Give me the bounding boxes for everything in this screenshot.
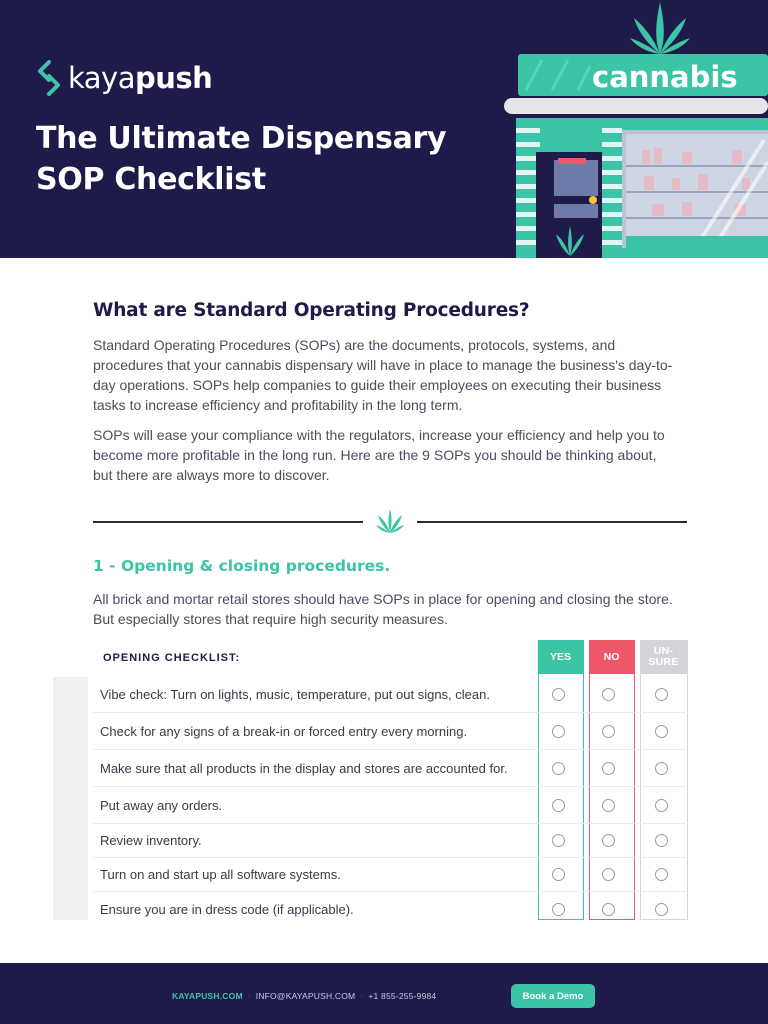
unsure-radio[interactable]: [655, 687, 668, 701]
unsure-radio[interactable]: [655, 798, 668, 812]
store-sign-text: cannabis: [592, 60, 738, 94]
no-radio[interactable]: [602, 868, 615, 881]
intro-paragraph-2: SOPs will ease your compliance with the …: [93, 427, 665, 483]
footer-phone[interactable]: +1 855-255-9984: [368, 991, 437, 1001]
unsure-radio[interactable]: [655, 902, 668, 916]
unsure-radio[interactable]: [655, 724, 668, 738]
unsure-column: UN- SURE: [639, 640, 688, 920]
no-radio[interactable]: [602, 798, 615, 812]
checklist-item-text: Turn on and start up all software system…: [100, 867, 341, 882]
title-line-1: The Ultimate Dispensary: [36, 121, 447, 156]
checklist-item-text: Vibe check: Turn on lights, music, tempe…: [100, 686, 490, 702]
unsure-header-line-1: UN-: [653, 645, 674, 657]
no-radio[interactable]: [602, 724, 615, 738]
no-column: NO: [588, 640, 635, 920]
kayapush-logo-icon: [38, 60, 60, 96]
intro-section: What are Standard Operating Procedures? …: [93, 300, 693, 485]
checklist-rows: Vibe check: Turn on lights, music, tempe…: [93, 676, 688, 926]
yes-radio[interactable]: [552, 902, 565, 916]
checklist-row: Review inventory.: [93, 824, 688, 858]
checklist-row: Put away any orders.: [93, 787, 688, 824]
checklist-title: OPENING CHECKLIST:: [103, 652, 241, 664]
logo-part-push: push: [135, 61, 213, 95]
dispensary-storefront-illustration: cannabis: [504, 2, 768, 258]
section-1-heading: 1 - Opening & closing procedures.: [93, 557, 391, 575]
unsure-header-line-2: SURE: [648, 656, 679, 668]
checklist-row: Vibe check: Turn on lights, music, tempe…: [93, 676, 688, 713]
footer-website-link[interactable]: KAYAPUSH.COM: [172, 991, 243, 1001]
yes-radio[interactable]: [552, 761, 565, 775]
footer-separator: ·: [247, 991, 251, 1001]
section-1-intro: All brick and mortar retail stores shoul…: [93, 591, 673, 627]
checklist-row: Ensure you are in dress code (if applica…: [93, 892, 688, 926]
footer-contact: KAYAPUSH.COM · INFO@KAYAPUSH.COM · +1 855-25…: [172, 991, 436, 1001]
no-radio[interactable]: [602, 902, 615, 916]
intro-heading: What are Standard Operating Procedures?: [93, 300, 530, 321]
checklist-item-text: Ensure you are in dress code (if applica…: [100, 901, 354, 917]
yes-column-header: YES: [537, 640, 584, 674]
checklist-item-text: Review inventory.: [100, 833, 202, 848]
unsure-radio[interactable]: [655, 868, 668, 881]
divider-line-right: [417, 521, 687, 523]
checklist-item-text: Make sure that all products in the displ…: [100, 760, 508, 776]
checklist-row: Turn on and start up all software system…: [93, 858, 688, 892]
unsure-radio[interactable]: [655, 834, 668, 847]
door-leaf-icon: [556, 226, 584, 256]
checklist-row: Make sure that all products in the displ…: [93, 750, 688, 787]
intro-paragraph-1: Standard Operating Procedures (SOPs) are…: [93, 337, 673, 413]
cannabis-leaf-icon: [630, 2, 690, 54]
kayapush-logo[interactable]: kayapush: [36, 60, 213, 96]
yes-radio[interactable]: [552, 687, 565, 701]
no-column-header: NO: [588, 640, 635, 674]
yes-radio[interactable]: [552, 724, 565, 738]
yes-radio[interactable]: [552, 868, 565, 881]
logo-part-kaya: kaya: [68, 61, 136, 95]
book-demo-button[interactable]: Book a Demo: [511, 984, 595, 1008]
page-title: The Ultimate Dispensary SOP Checklist: [36, 118, 506, 200]
footer: KAYAPUSH.COM · INFO@KAYAPUSH.COM · +1 855-25…: [0, 963, 768, 1024]
unsure-radio[interactable]: [655, 761, 668, 775]
logo-wordmark: kayapush: [68, 61, 213, 95]
no-radio[interactable]: [602, 761, 615, 775]
header-banner: kayapush The Ultimate Dispensary SOP Che…: [0, 0, 768, 258]
checklist-side-strip: [53, 677, 88, 920]
yes-radio[interactable]: [552, 834, 565, 847]
footer-email-link[interactable]: INFO@KAYAPUSH.COM: [255, 991, 356, 1001]
divider-line-left: [93, 521, 363, 523]
footer-separator: ·: [360, 991, 364, 1001]
section-divider: [93, 509, 687, 535]
no-radio[interactable]: [602, 834, 615, 847]
divider-leaf-icon: [376, 509, 404, 533]
yes-column: YES: [537, 640, 584, 920]
checklist-item-text: Check for any signs of a break-in or for…: [100, 723, 468, 739]
no-radio[interactable]: [602, 687, 615, 701]
title-line-2: SOP Checklist: [36, 162, 266, 197]
checklist-row: Check for any signs of a break-in or for…: [93, 713, 688, 750]
yes-radio[interactable]: [552, 798, 565, 812]
unsure-column-header: UN- SURE: [639, 640, 688, 674]
checklist-item-text: Put away any orders.: [100, 797, 223, 813]
